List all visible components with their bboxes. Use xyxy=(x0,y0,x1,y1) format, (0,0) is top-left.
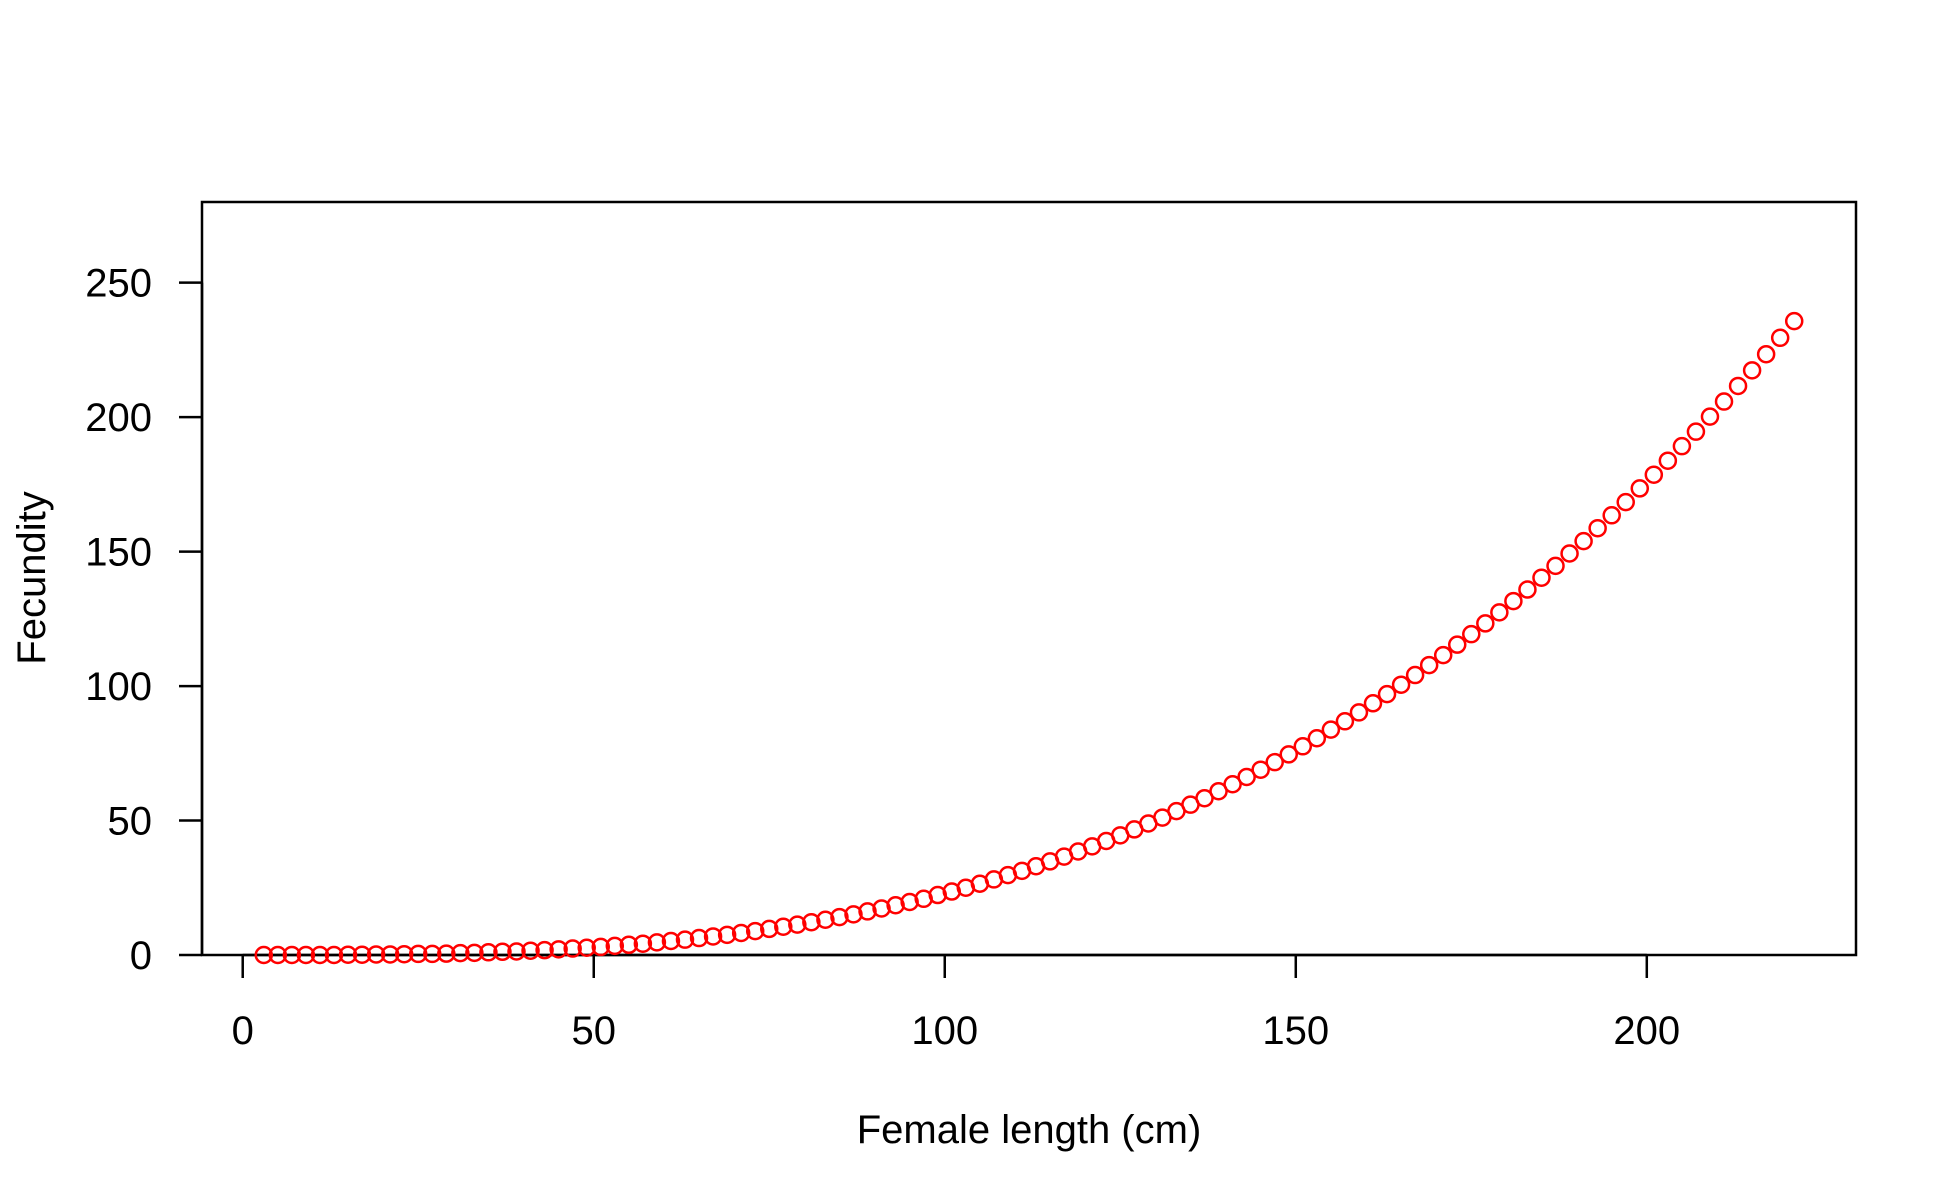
data-point xyxy=(1421,657,1437,673)
y-tick-label: 100 xyxy=(85,665,152,709)
data-point xyxy=(1379,686,1395,702)
x-tick-label: 150 xyxy=(1262,1009,1329,1053)
data-point xyxy=(1604,507,1620,523)
x-tick-label: 50 xyxy=(571,1009,616,1053)
plot-frame xyxy=(202,202,1856,955)
data-point xyxy=(1435,647,1451,663)
data-point xyxy=(1505,593,1521,609)
data-point xyxy=(1744,362,1760,378)
y-tick-label: 250 xyxy=(85,262,152,306)
x-tick-label: 200 xyxy=(1613,1009,1680,1053)
data-point xyxy=(1786,313,1802,329)
y-axis-title: Fecundity xyxy=(10,491,54,664)
data-point xyxy=(1660,453,1676,469)
data-point xyxy=(1688,424,1704,440)
x-tick-label: 0 xyxy=(232,1009,254,1053)
data-point xyxy=(1491,604,1507,620)
data-point xyxy=(1407,667,1423,683)
data-point xyxy=(1562,545,1578,561)
y-axis: 0 50 100 150 200 250 xyxy=(85,262,202,978)
data-point xyxy=(1674,438,1690,454)
data-point xyxy=(1463,626,1479,642)
data-points xyxy=(256,313,1802,963)
data-point xyxy=(1730,378,1746,394)
data-point xyxy=(1632,480,1648,496)
y-tick-label: 0 xyxy=(130,934,152,978)
data-point xyxy=(1393,677,1409,693)
data-point xyxy=(1533,570,1549,586)
y-tick-label: 50 xyxy=(108,800,153,844)
data-point xyxy=(1477,615,1493,631)
y-tick-label: 150 xyxy=(85,531,152,575)
y-tick-label: 200 xyxy=(85,396,152,440)
data-point xyxy=(1548,558,1564,574)
data-point xyxy=(1716,394,1732,410)
x-tick-label: 100 xyxy=(911,1009,978,1053)
data-point xyxy=(1519,582,1535,598)
x-axis: 0 50 100 150 200 xyxy=(232,955,1681,1053)
data-point xyxy=(1618,494,1634,510)
data-point xyxy=(1772,330,1788,346)
data-point xyxy=(1702,409,1718,425)
data-point xyxy=(1449,637,1465,653)
data-point xyxy=(1590,520,1606,536)
x-axis-title: Female length (cm) xyxy=(857,1108,1202,1152)
data-point xyxy=(1758,346,1774,362)
data-point xyxy=(1646,467,1662,483)
data-point xyxy=(1576,533,1592,549)
